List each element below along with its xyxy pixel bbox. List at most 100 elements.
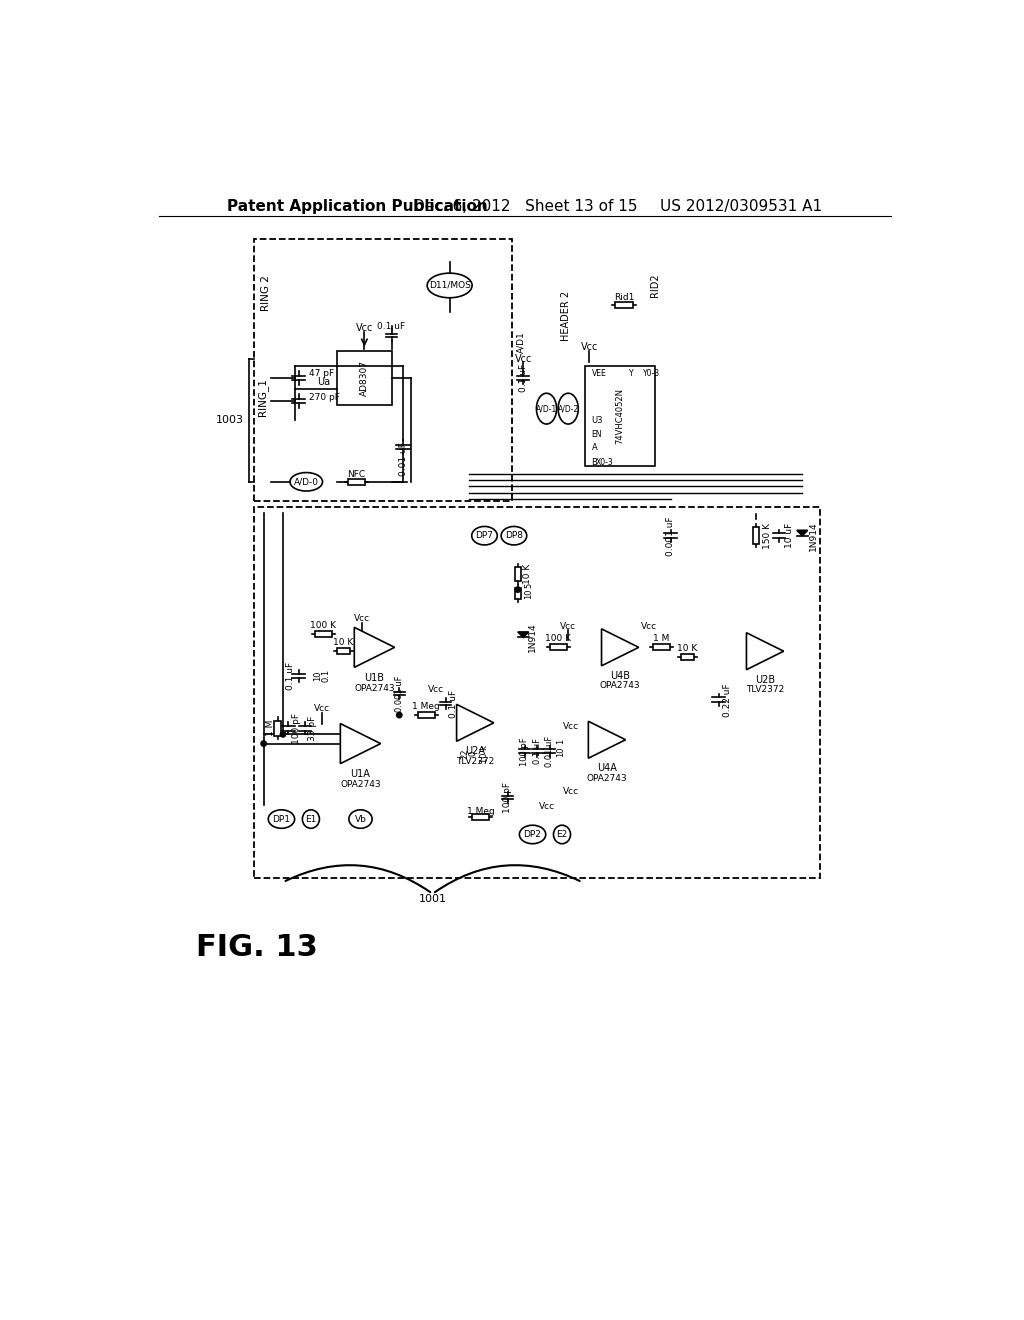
Text: 47 pF: 47 pF (308, 370, 334, 379)
Circle shape (281, 731, 286, 737)
Polygon shape (518, 632, 528, 638)
Text: 10 k: 10 k (480, 744, 489, 763)
Text: 10 K: 10 K (523, 564, 532, 585)
Text: 0.22 uF: 0.22 uF (723, 682, 732, 717)
Text: 0.1 uF: 0.1 uF (519, 364, 527, 392)
Text: Vcc: Vcc (581, 342, 598, 352)
Circle shape (261, 741, 266, 746)
Text: 5: 5 (524, 583, 534, 589)
Text: 1001: 1001 (419, 894, 446, 904)
Text: 22: 22 (461, 748, 470, 759)
Text: Y: Y (630, 370, 634, 379)
Text: 1N914: 1N914 (528, 623, 537, 652)
Text: AD8307: AD8307 (359, 360, 369, 396)
Text: Dec. 6, 2012   Sheet 13 of 15: Dec. 6, 2012 Sheet 13 of 15 (413, 198, 637, 214)
Text: 150 K: 150 K (763, 523, 772, 549)
Ellipse shape (554, 825, 570, 843)
Text: RID2: RID2 (650, 273, 660, 297)
Ellipse shape (427, 273, 472, 298)
Text: VEE: VEE (592, 370, 606, 379)
Polygon shape (601, 628, 639, 665)
Text: Vcc: Vcc (563, 787, 580, 796)
Text: OPA2743: OPA2743 (340, 780, 381, 789)
Text: 0.1 uF: 0.1 uF (449, 689, 458, 718)
Ellipse shape (501, 527, 526, 545)
Text: E2: E2 (556, 830, 567, 840)
Bar (753, 527, 759, 544)
Circle shape (515, 587, 520, 593)
Ellipse shape (302, 810, 319, 829)
Text: 0.1 uF: 0.1 uF (532, 738, 542, 764)
Polygon shape (457, 705, 494, 742)
Ellipse shape (558, 393, 579, 424)
Ellipse shape (519, 825, 546, 843)
Text: 100 pF: 100 pF (520, 737, 529, 766)
Text: 0.01 uF: 0.01 uF (545, 735, 554, 767)
Text: DP7: DP7 (475, 531, 494, 540)
Text: Rid1: Rid1 (613, 293, 634, 301)
Bar (337, 351, 391, 405)
Polygon shape (746, 632, 783, 669)
Text: U2B: U2B (755, 675, 775, 685)
Text: 100 K: 100 K (545, 634, 571, 643)
Bar (348, 479, 366, 484)
Bar (254, 507, 820, 878)
Text: Vcc: Vcc (560, 622, 577, 631)
Polygon shape (354, 627, 394, 668)
Text: X0-3: X0-3 (596, 458, 613, 467)
Text: 0.1 uF: 0.1 uF (378, 322, 406, 331)
Bar (515, 568, 521, 581)
Text: OPA2743: OPA2743 (587, 774, 628, 783)
Text: 1003: 1003 (216, 416, 245, 425)
Bar (472, 813, 489, 820)
Ellipse shape (290, 473, 323, 491)
Text: D11/MOS: D11/MOS (429, 281, 471, 290)
Bar (254, 239, 512, 502)
Text: A/D-1: A/D-1 (536, 404, 557, 413)
Text: 0.01 uF: 0.01 uF (398, 442, 408, 475)
Text: EN: EN (592, 429, 602, 438)
Text: U4A: U4A (597, 763, 616, 774)
Text: A: A (592, 442, 597, 451)
Bar (586, 367, 655, 466)
Polygon shape (340, 723, 381, 763)
Text: FIG. 13: FIG. 13 (197, 933, 317, 962)
Text: Vcc: Vcc (563, 722, 580, 731)
Text: Ua: Ua (317, 378, 331, 388)
Text: U2A: U2A (465, 746, 485, 756)
Polygon shape (589, 721, 626, 758)
Text: DP2: DP2 (523, 830, 542, 840)
Ellipse shape (349, 810, 372, 829)
Bar (550, 644, 566, 651)
Text: 10: 10 (524, 589, 534, 599)
Text: U3: U3 (592, 416, 603, 425)
Text: US 2012/0309531 A1: US 2012/0309531 A1 (660, 198, 822, 214)
Text: Vcc: Vcc (313, 705, 330, 713)
Text: NFC: NFC (347, 470, 366, 479)
Text: E1: E1 (305, 814, 316, 824)
Text: Patent Application Publication: Patent Application Publication (227, 198, 488, 214)
Text: 1 Meg: 1 Meg (467, 807, 495, 816)
Text: 10: 10 (313, 671, 323, 681)
Text: Vcc: Vcc (428, 685, 443, 694)
Text: DP1: DP1 (272, 814, 291, 824)
Text: 10 K: 10 K (678, 644, 697, 653)
Text: Vcc: Vcc (355, 323, 373, 333)
Text: B: B (592, 458, 597, 467)
Text: 1 M: 1 M (266, 719, 275, 737)
Text: 100 pF: 100 pF (293, 713, 301, 743)
Text: 10 K: 10 K (334, 639, 353, 647)
Text: 0.001 uF: 0.001 uF (394, 676, 403, 711)
Text: 10: 10 (556, 746, 565, 756)
Text: OPA2743: OPA2743 (600, 681, 640, 690)
Text: 1: 1 (556, 739, 565, 744)
Text: 1 M: 1 M (653, 634, 670, 643)
Text: Vb: Vb (354, 814, 367, 824)
Text: TLV2372: TLV2372 (456, 756, 495, 766)
Text: Vcc: Vcc (641, 622, 656, 631)
Text: 100 K: 100 K (310, 622, 336, 630)
Text: U1A: U1A (350, 770, 371, 779)
Text: 0.1: 0.1 (322, 669, 331, 682)
Bar (274, 721, 281, 737)
Text: RING 2: RING 2 (261, 275, 271, 312)
